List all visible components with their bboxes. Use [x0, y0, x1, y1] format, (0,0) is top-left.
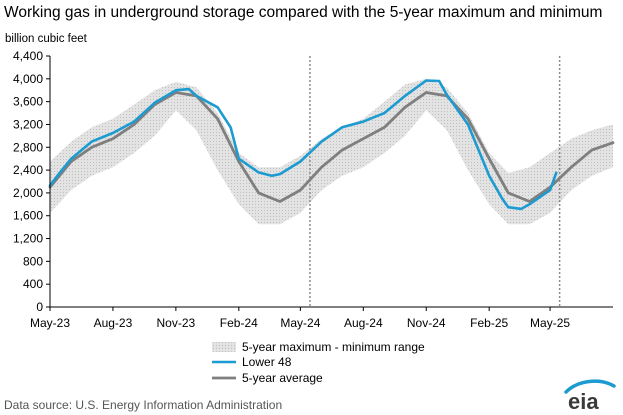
- x-tick-label: Aug-24: [344, 316, 383, 330]
- x-tick-label: Feb-25: [470, 316, 508, 330]
- y-tick-label: 0: [36, 300, 43, 314]
- x-tick-label: May-24: [280, 316, 320, 330]
- eia-logo-text: eia: [568, 389, 599, 412]
- y-tick-label: 1,200: [13, 232, 43, 246]
- x-tick-label: Nov-24: [407, 316, 446, 330]
- x-tick-label: Feb-24: [220, 316, 258, 330]
- x-tick-label: May-23: [30, 316, 70, 330]
- y-tick-label: 4,400: [13, 49, 43, 63]
- y-tick-label: 1,600: [13, 209, 43, 223]
- range-band: [50, 78, 613, 225]
- y-tick-label: 2,400: [13, 163, 43, 177]
- legend-label: 5-year average: [242, 371, 323, 385]
- y-tick-label: 2,000: [13, 186, 43, 200]
- x-tick-label: Aug-23: [94, 316, 133, 330]
- legend-label: 5-year maximum - minimum range: [242, 340, 425, 354]
- eia-logo-swoosh: [564, 379, 616, 394]
- y-tick-label: 400: [23, 277, 43, 291]
- y-axis-label: billion cubic feet: [5, 33, 87, 45]
- chart-title: Working gas in underground storage compa…: [4, 4, 603, 21]
- y-tick-label: 2,800: [13, 140, 43, 154]
- data-source: Data source: U.S. Energy Information Adm…: [4, 398, 283, 412]
- y-tick-label: 800: [23, 254, 43, 268]
- series-line-5yr-average: [48, 91, 615, 203]
- legend-label: Lower 48: [242, 355, 292, 369]
- legend-swatch-range: [212, 342, 236, 352]
- y-tick-label: 3,600: [13, 95, 43, 109]
- x-tick-label: Nov-23: [157, 316, 196, 330]
- y-tick-label: 3,200: [13, 117, 43, 131]
- x-tick-label: May-25: [530, 316, 570, 330]
- y-tick-label: 4,000: [13, 72, 43, 86]
- series-line-lower-48: [48, 79, 558, 211]
- eia-logo: eia: [564, 379, 616, 412]
